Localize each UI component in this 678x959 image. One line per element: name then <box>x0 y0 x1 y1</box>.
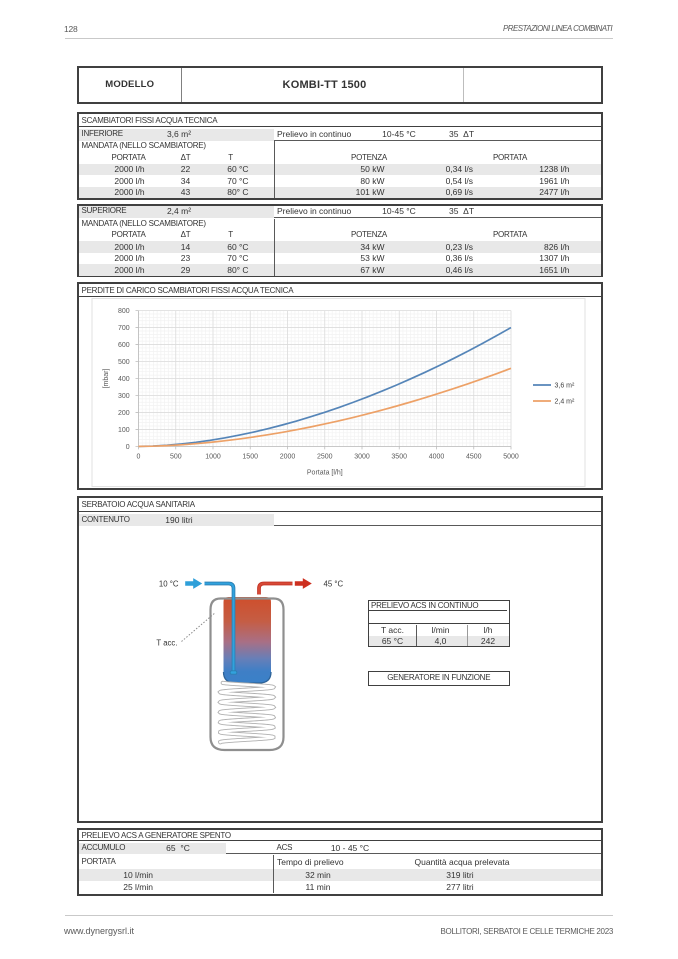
svg-text:100: 100 <box>118 426 130 433</box>
svg-text:500: 500 <box>118 358 130 365</box>
svg-text:45 °C: 45 °C <box>324 580 344 589</box>
svg-text:T acc.: T acc. <box>156 639 177 648</box>
svg-text:300: 300 <box>118 392 130 399</box>
svg-text:600: 600 <box>118 341 130 348</box>
svg-text:3000: 3000 <box>354 453 370 460</box>
svg-text:10 °C: 10 °C <box>159 580 179 589</box>
svg-text:400: 400 <box>118 375 130 382</box>
svg-text:5000: 5000 <box>503 453 519 460</box>
svg-text:2500: 2500 <box>317 453 333 460</box>
svg-text:1000: 1000 <box>205 453 221 460</box>
svg-text:2,4 m²: 2,4 m² <box>555 398 576 405</box>
svg-text:4500: 4500 <box>466 453 482 460</box>
svg-text:3500: 3500 <box>391 453 407 460</box>
svg-text:1500: 1500 <box>242 453 258 460</box>
svg-text:2000: 2000 <box>280 453 296 460</box>
svg-text:4000: 4000 <box>429 453 445 460</box>
svg-text:[mbar]: [mbar] <box>103 368 110 388</box>
svg-text:3,6 m²: 3,6 m² <box>555 382 576 389</box>
svg-text:0: 0 <box>126 443 130 450</box>
svg-text:0: 0 <box>137 453 141 460</box>
svg-text:Portata [l/h]: Portata [l/h] <box>307 469 343 476</box>
svg-text:200: 200 <box>118 409 130 416</box>
svg-text:700: 700 <box>118 325 130 332</box>
svg-text:500: 500 <box>170 453 182 460</box>
svg-text:800: 800 <box>118 308 130 315</box>
